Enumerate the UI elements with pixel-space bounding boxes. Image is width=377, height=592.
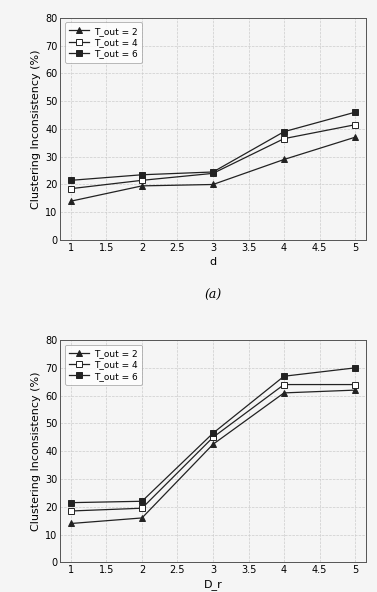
T_out = 4 xyxy=(140,504,144,511)
T_out = 2 xyxy=(353,387,357,394)
Line: T_out = 4: T_out = 4 xyxy=(68,121,358,192)
T_out = 4 xyxy=(140,177,144,184)
T_out = 4 xyxy=(211,434,215,441)
T_out = 6 xyxy=(282,373,286,380)
T_out = 2 xyxy=(211,441,215,448)
T_out = 6 xyxy=(353,364,357,371)
T_out = 6 xyxy=(353,109,357,116)
Line: T_out = 2: T_out = 2 xyxy=(68,387,358,527)
T_out = 4 xyxy=(353,381,357,388)
Line: T_out = 6: T_out = 6 xyxy=(68,365,358,506)
T_out = 6 xyxy=(140,171,144,178)
T_out = 2 xyxy=(69,520,73,527)
T_out = 2 xyxy=(282,156,286,163)
T_out = 6 xyxy=(140,498,144,505)
T_out = 6 xyxy=(211,169,215,176)
T_out = 2 xyxy=(140,182,144,189)
X-axis label: D_r: D_r xyxy=(204,580,222,590)
Line: T_out = 2: T_out = 2 xyxy=(68,134,358,204)
T_out = 2 xyxy=(211,181,215,188)
T_out = 2 xyxy=(353,134,357,141)
T_out = 4 xyxy=(69,185,73,192)
Y-axis label: Clustering Inconsistency (%): Clustering Inconsistency (%) xyxy=(31,49,41,208)
Y-axis label: Clustering Inconsistency (%): Clustering Inconsistency (%) xyxy=(31,372,41,531)
Line: T_out = 4: T_out = 4 xyxy=(68,381,358,514)
X-axis label: d: d xyxy=(210,257,216,267)
T_out = 6 xyxy=(282,128,286,135)
Legend: T_out = 2, T_out = 4, T_out = 6: T_out = 2, T_out = 4, T_out = 6 xyxy=(65,22,142,63)
Legend: T_out = 2, T_out = 4, T_out = 6: T_out = 2, T_out = 4, T_out = 6 xyxy=(65,345,142,385)
T_out = 6 xyxy=(69,177,73,184)
T_out = 2 xyxy=(282,390,286,397)
T_out = 6 xyxy=(211,430,215,437)
T_out = 4 xyxy=(211,170,215,177)
T_out = 4 xyxy=(282,381,286,388)
T_out = 6 xyxy=(69,499,73,506)
T_out = 4 xyxy=(69,507,73,514)
T_out = 4 xyxy=(353,121,357,128)
Line: T_out = 6: T_out = 6 xyxy=(68,109,358,184)
Text: (a): (a) xyxy=(204,289,222,302)
T_out = 4 xyxy=(282,135,286,142)
T_out = 2 xyxy=(69,198,73,205)
T_out = 2 xyxy=(140,514,144,522)
